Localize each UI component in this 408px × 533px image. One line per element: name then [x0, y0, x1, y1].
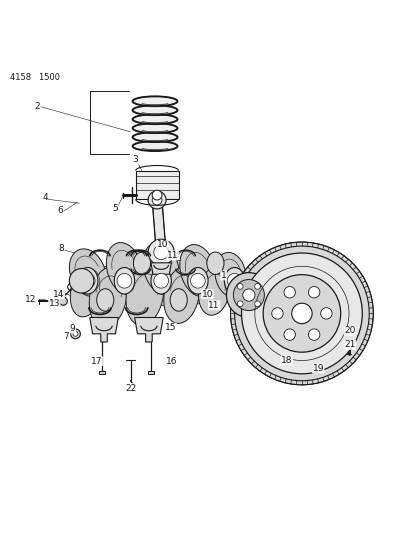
Polygon shape: [345, 328, 356, 332]
Text: 18: 18: [281, 356, 293, 365]
Ellipse shape: [180, 245, 216, 296]
Text: 22: 22: [126, 384, 137, 393]
Text: 9: 9: [70, 324, 75, 333]
Text: 1: 1: [221, 271, 226, 280]
Circle shape: [292, 303, 312, 324]
Circle shape: [154, 273, 169, 288]
Ellipse shape: [199, 266, 230, 315]
Text: 3: 3: [133, 155, 138, 164]
Ellipse shape: [70, 261, 105, 317]
Ellipse shape: [133, 96, 177, 106]
Text: 2: 2: [35, 102, 40, 111]
Text: 17: 17: [91, 357, 103, 366]
Circle shape: [191, 273, 205, 288]
Ellipse shape: [215, 253, 246, 297]
Ellipse shape: [133, 132, 177, 142]
Ellipse shape: [188, 268, 208, 294]
Circle shape: [284, 287, 295, 298]
Circle shape: [154, 245, 169, 260]
Text: 8: 8: [58, 245, 64, 254]
Ellipse shape: [89, 267, 127, 327]
Ellipse shape: [133, 106, 177, 115]
Text: 15: 15: [165, 323, 176, 332]
Ellipse shape: [133, 123, 177, 133]
Ellipse shape: [133, 252, 151, 274]
Circle shape: [255, 301, 260, 306]
Text: 7: 7: [63, 332, 69, 341]
Circle shape: [59, 297, 67, 305]
Text: 16: 16: [166, 357, 177, 366]
Circle shape: [69, 269, 94, 293]
Text: 13: 13: [49, 298, 60, 308]
Circle shape: [152, 195, 162, 205]
Circle shape: [237, 301, 243, 306]
Circle shape: [148, 191, 166, 209]
Ellipse shape: [133, 141, 177, 151]
Ellipse shape: [69, 249, 106, 296]
Ellipse shape: [97, 289, 114, 311]
Text: 21: 21: [344, 341, 356, 349]
Circle shape: [242, 253, 362, 374]
Text: 8: 8: [58, 290, 64, 298]
Text: 11: 11: [167, 251, 178, 260]
Circle shape: [272, 308, 283, 319]
Ellipse shape: [126, 265, 164, 325]
Polygon shape: [99, 370, 105, 374]
Polygon shape: [152, 200, 166, 252]
Circle shape: [308, 287, 320, 298]
Ellipse shape: [164, 267, 200, 324]
Circle shape: [148, 239, 174, 265]
Text: 12: 12: [25, 295, 36, 304]
Text: 14: 14: [53, 290, 64, 298]
Text: 4: 4: [42, 193, 48, 203]
Polygon shape: [90, 318, 118, 342]
Text: 6: 6: [58, 206, 63, 215]
Text: 10: 10: [157, 240, 168, 249]
Circle shape: [263, 274, 341, 352]
Ellipse shape: [170, 289, 187, 311]
Circle shape: [80, 273, 95, 288]
Circle shape: [243, 289, 255, 301]
Polygon shape: [135, 318, 163, 342]
Ellipse shape: [207, 252, 224, 274]
Circle shape: [233, 279, 264, 311]
Text: 5: 5: [112, 204, 118, 213]
Circle shape: [237, 284, 243, 289]
Polygon shape: [151, 263, 171, 274]
Circle shape: [227, 273, 242, 288]
Circle shape: [308, 329, 320, 341]
Circle shape: [284, 329, 295, 341]
Polygon shape: [135, 171, 179, 199]
Ellipse shape: [78, 261, 257, 305]
Text: 4158   1500: 4158 1500: [10, 72, 60, 82]
Polygon shape: [148, 370, 154, 374]
Ellipse shape: [114, 268, 135, 294]
Ellipse shape: [78, 268, 98, 294]
Text: 10: 10: [202, 290, 213, 298]
Circle shape: [71, 329, 80, 338]
Circle shape: [73, 332, 78, 336]
Text: 20: 20: [344, 327, 356, 335]
Circle shape: [321, 308, 332, 319]
Circle shape: [117, 273, 132, 288]
Circle shape: [231, 242, 373, 385]
Ellipse shape: [151, 268, 171, 294]
Circle shape: [226, 272, 271, 318]
Text: 19: 19: [313, 364, 324, 373]
Circle shape: [152, 190, 162, 200]
Ellipse shape: [224, 268, 245, 294]
Ellipse shape: [143, 243, 179, 295]
Ellipse shape: [106, 243, 142, 295]
Ellipse shape: [133, 114, 177, 124]
Circle shape: [255, 284, 260, 289]
Text: 11: 11: [208, 301, 220, 310]
